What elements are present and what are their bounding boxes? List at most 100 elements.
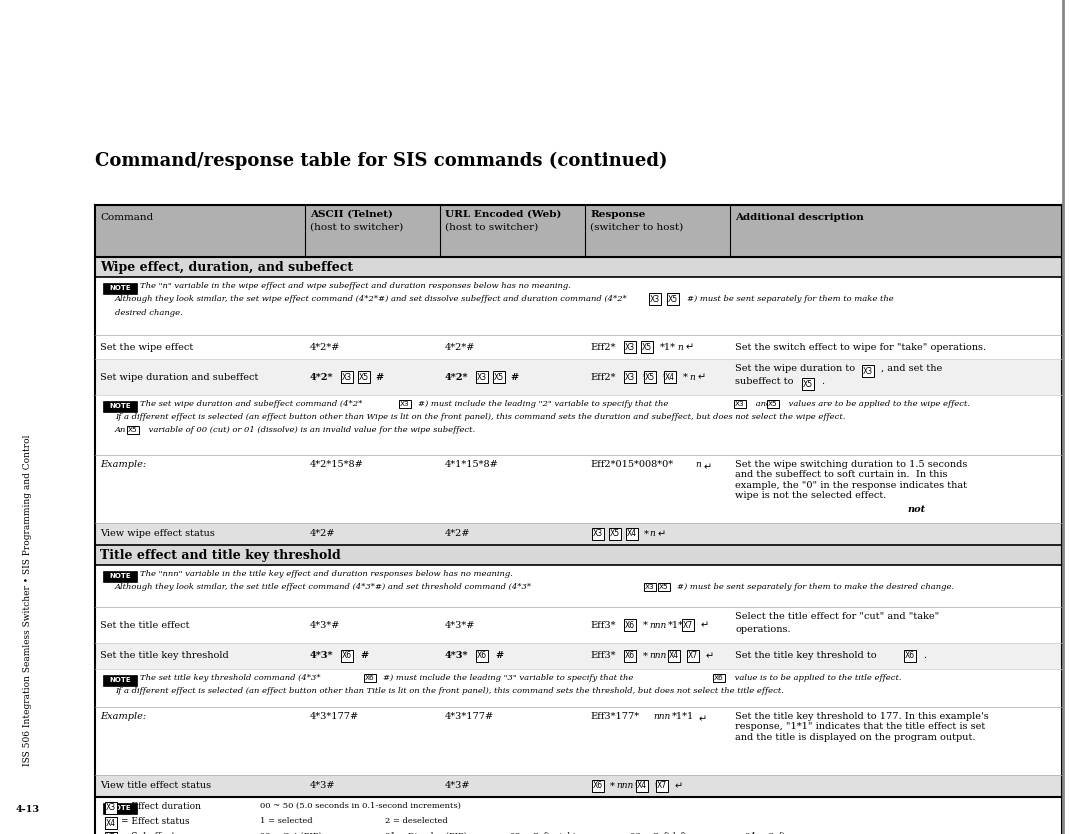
Bar (95, 359, 1062, 395)
Text: X4: X4 (106, 818, 116, 827)
Text: 2 = deselected: 2 = deselected (384, 817, 448, 825)
Text: Set the title key threshold to 177. In this example's
response, "1*1" indicates : Set the title key threshold to 177. In t… (735, 712, 989, 741)
Text: X4: X4 (637, 781, 647, 791)
Text: 4*3*: 4*3* (310, 651, 334, 661)
Text: #: # (510, 373, 518, 381)
Text: 4*2#: 4*2# (445, 530, 471, 539)
Text: .: . (821, 377, 824, 386)
Text: values are to be applied to the wipe effect.: values are to be applied to the wipe eff… (786, 400, 970, 408)
Text: n: n (677, 343, 683, 351)
Text: X5: X5 (802, 379, 813, 389)
Bar (95, 523, 1062, 545)
Text: If a different effect is selected (an effect button other than Title is lit on t: If a different effect is selected (an ef… (114, 687, 784, 695)
Text: 4*3#: 4*3# (445, 781, 471, 791)
Bar (95, 395, 1062, 455)
Text: Example:: Example: (100, 460, 146, 469)
Text: Command/response table for SIS commands (continued): Command/response table for SIS commands … (95, 152, 667, 170)
Text: X5: X5 (659, 584, 669, 590)
Text: X7: X7 (683, 620, 693, 630)
Bar (95, 257, 1062, 277)
Text: The set wipe duration and subeffect command (4*2*: The set wipe duration and subeffect comm… (140, 400, 363, 408)
Text: 4*2#: 4*2# (310, 530, 336, 539)
Text: X6: X6 (477, 651, 487, 661)
Text: #: # (375, 373, 383, 381)
Text: #) must be sent separately for them to make the: #) must be sent separately for them to m… (687, 295, 894, 303)
Bar (103, 400, 137, 411)
Text: = Effect status: = Effect status (121, 817, 190, 826)
Text: An: An (114, 426, 129, 434)
Text: 1 = selected: 1 = selected (260, 817, 312, 825)
Text: ISS 506 Integration Seamless Switcher • SIS Programming and Control: ISS 506 Integration Seamless Switcher • … (24, 435, 32, 766)
Bar (95, 277, 1062, 335)
Text: X3: X3 (735, 401, 745, 407)
Text: *: * (635, 781, 639, 791)
Text: X6: X6 (625, 620, 635, 630)
Text: value is to be applied to the title effect.: value is to be applied to the title effe… (732, 674, 902, 682)
Text: X6: X6 (625, 651, 635, 661)
Text: Set wipe duration and subeffect: Set wipe duration and subeffect (100, 373, 258, 381)
Text: Eff3*: Eff3* (590, 651, 616, 661)
Text: 4*3*#: 4*3*# (310, 620, 340, 630)
Text: X3: X3 (106, 803, 116, 812)
Text: X6: X6 (593, 781, 603, 791)
Text: X3: X3 (477, 373, 487, 381)
Text: X5: X5 (642, 343, 652, 351)
Text: X7: X7 (688, 651, 698, 661)
Text: n: n (649, 530, 654, 539)
Text: Set the title key threshold to: Set the title key threshold to (735, 651, 880, 661)
Text: *: * (663, 373, 667, 381)
Text: Eff3*177*: Eff3*177* (590, 712, 639, 721)
Bar (95, 607, 1062, 643)
Text: *: * (610, 781, 615, 791)
Text: Eff2*015*008*0*: Eff2*015*008*0* (590, 460, 673, 469)
Text: , and set the: , and set the (881, 364, 942, 373)
Text: NOTE: NOTE (109, 805, 131, 811)
Text: #: # (495, 651, 503, 661)
Text: *: * (687, 651, 692, 661)
Text: (host to switcher): (host to switcher) (310, 223, 403, 232)
Text: #) must include the leading "3" variable to specify that the: #) must include the leading "3" variable… (383, 674, 636, 682)
Bar (95, 455, 1062, 523)
Text: ↵: ↵ (658, 529, 666, 539)
Text: *1*1: *1*1 (672, 712, 694, 721)
Text: 4*3*: 4*3* (445, 651, 469, 661)
Text: *1*: *1* (669, 620, 684, 630)
Text: URL Encoded (Web): URL Encoded (Web) (445, 210, 562, 219)
Bar (103, 570, 137, 581)
Text: Example:: Example: (100, 712, 146, 721)
Bar (103, 283, 137, 294)
Text: (switcher to host): (switcher to host) (590, 223, 684, 232)
Text: nnn: nnn (649, 620, 666, 630)
Text: 4*3*177#: 4*3*177# (310, 712, 360, 721)
Text: *1*: *1* (660, 343, 676, 351)
Text: Wipe effect, duration, and subeffect: Wipe effect, duration, and subeffect (100, 260, 353, 274)
Text: If a different effect is selected (an effect button other than Wipe is lit on th: If a different effect is selected (an ef… (114, 413, 846, 421)
Text: 4*2*: 4*2* (310, 373, 334, 381)
Text: X3: X3 (342, 373, 352, 381)
Text: Command: Command (100, 213, 153, 222)
Text: Set the wipe switching duration to 1.5 seconds
and the subeffect to soft curtain: Set the wipe switching duration to 1.5 s… (735, 460, 968, 500)
Text: #) must include the leading "2" variable to specify that the: #) must include the leading "2" variable… (418, 400, 671, 408)
Text: X6: X6 (714, 675, 724, 681)
Text: Set the title key threshold: Set the title key threshold (100, 651, 229, 661)
Text: operations.: operations. (735, 625, 791, 634)
Bar (95, 775, 1062, 797)
Text: ↵: ↵ (704, 462, 712, 472)
Text: desired change.: desired change. (114, 309, 183, 317)
Text: nnn: nnn (653, 712, 671, 721)
Bar (95, 669, 1062, 707)
Text: X3: X3 (650, 294, 660, 304)
Text: #: # (360, 651, 368, 661)
Text: *: * (643, 373, 648, 381)
Text: ↵: ↵ (675, 781, 684, 791)
Text: Although they look similar, the set title effect command (4*3*#) and set thresho: Although they look similar, the set titl… (114, 583, 532, 591)
Text: n: n (696, 460, 701, 469)
Text: .: . (923, 651, 927, 661)
Text: *: * (683, 373, 688, 381)
Text: ↵: ↵ (699, 714, 707, 724)
Text: ↵: ↵ (686, 342, 694, 352)
Text: Eff3*: Eff3* (590, 620, 616, 630)
Text: subeffect to: subeffect to (735, 377, 797, 386)
Text: X3: X3 (645, 584, 654, 590)
Text: *: * (643, 651, 648, 661)
